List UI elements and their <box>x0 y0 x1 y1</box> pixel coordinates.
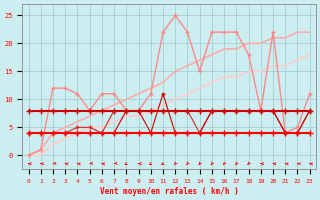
X-axis label: Vent moyen/en rafales ( km/h ): Vent moyen/en rafales ( km/h ) <box>100 187 238 196</box>
